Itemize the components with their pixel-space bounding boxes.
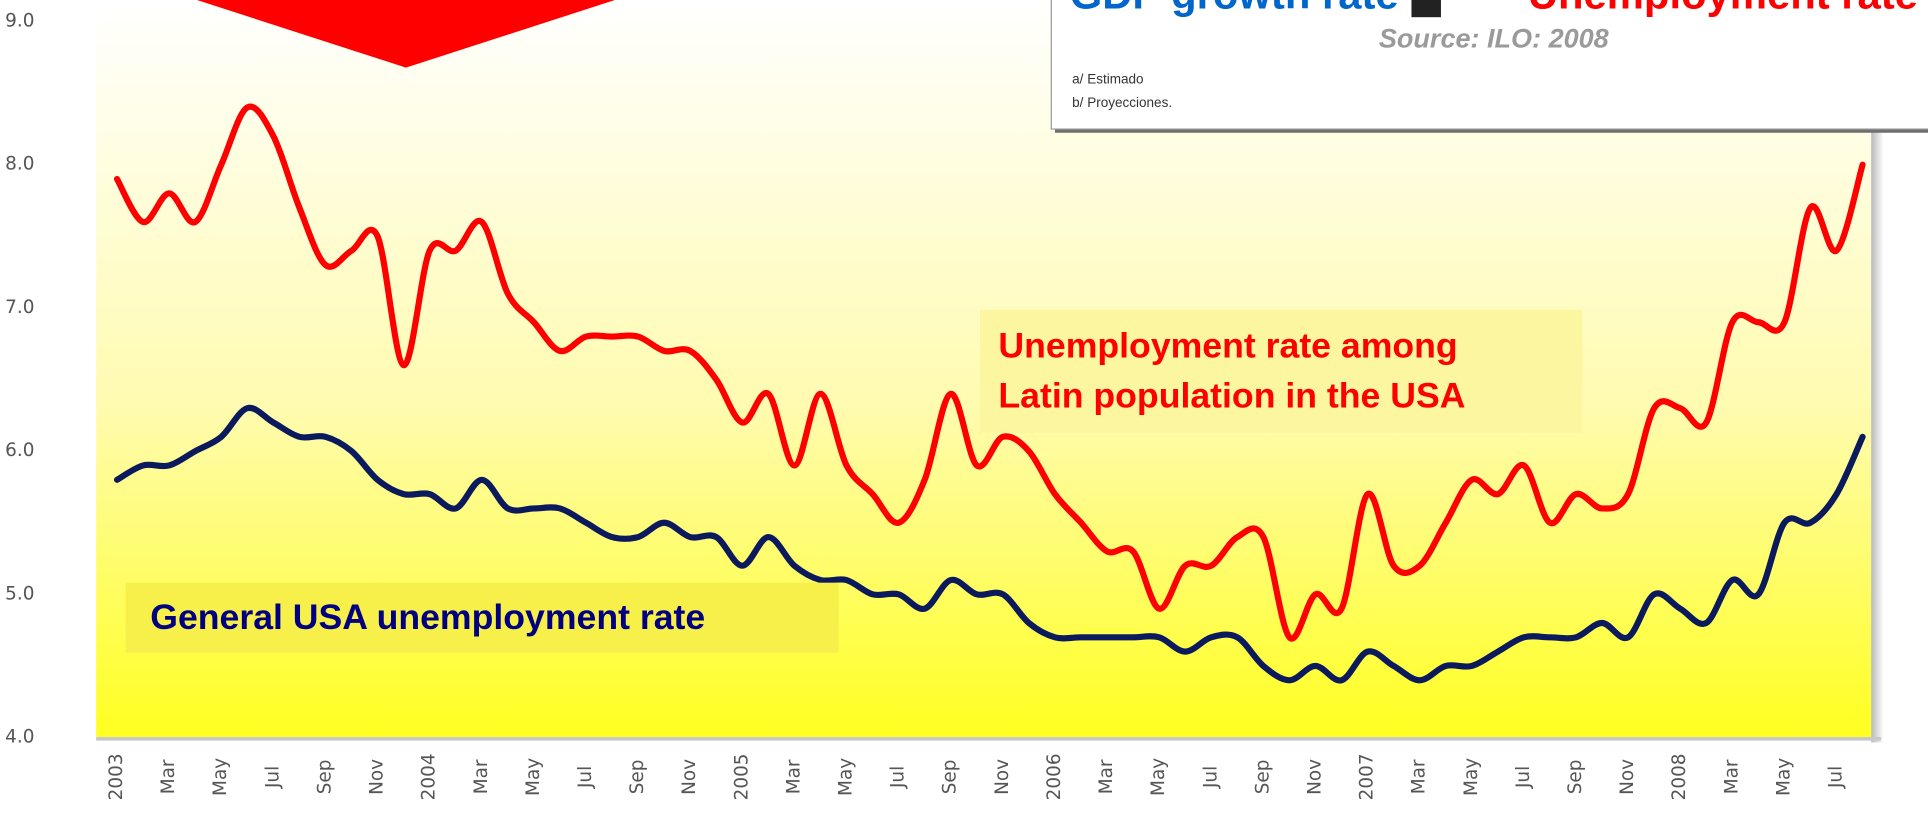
arrow — [196, 0, 615, 68]
x-tick-label: 2008 — [1669, 753, 1690, 800]
y-tick-label: 4.0 — [5, 727, 34, 748]
x-tick-label: Jul — [1200, 766, 1221, 789]
x-tick-label: Sep — [1252, 760, 1273, 795]
title-separator — [1411, 0, 1441, 18]
x-tick-label: Jul — [1513, 766, 1534, 789]
series-label: Unemployment rate among — [998, 325, 1457, 365]
y-tick-label: 8.0 — [5, 154, 34, 175]
series-line — [113, 404, 1866, 684]
x-tick-label: May — [1148, 758, 1169, 796]
x-tick-label: Jul — [888, 766, 909, 789]
x-tick-label: 2006 — [1044, 753, 1065, 800]
x-tick-label: Nov — [679, 759, 700, 795]
x-tick-label: Nov — [1304, 759, 1325, 795]
subtitle: Source: ILO: 2008 — [1379, 24, 1609, 54]
x-tick-label: Sep — [627, 760, 648, 795]
y-tick-label: 6.0 — [5, 440, 34, 461]
x-tick-label: Mar — [1096, 759, 1117, 794]
note: b/ Proyecciones. — [1072, 95, 1172, 110]
x-tick-label: Mar — [783, 759, 804, 794]
x-tick-label: May — [836, 758, 857, 796]
x-tick-label: Nov — [1617, 759, 1638, 795]
annotation-box — [979, 309, 1583, 433]
series-label: General USA unemployment rate — [150, 597, 705, 637]
header-box: GDP growth rate Unemployment rate Source… — [1050, 0, 1928, 133]
title-part: Unemployment rate — [1528, 0, 1918, 18]
x-tick-label: May — [523, 758, 544, 796]
x-tick-label: May — [1461, 758, 1482, 796]
x-tick-label: Nov — [367, 759, 388, 795]
x-tick-label: Nov — [992, 759, 1013, 795]
x-tick-label: May — [1773, 758, 1794, 796]
x-tick-label: Sep — [1565, 760, 1586, 795]
x-tick-label: Jul — [262, 766, 283, 789]
x-tick-label: Sep — [314, 760, 335, 795]
x-tick-label: May — [210, 758, 231, 796]
x-tick-label: 2004 — [419, 753, 440, 800]
x-tick-label: Mar — [471, 759, 492, 794]
x-tick-label: 2007 — [1357, 753, 1378, 800]
x-tick-label: 2003 — [106, 753, 127, 800]
plot-shadow — [1871, 0, 1884, 743]
y-tick-label: 7.0 — [5, 297, 34, 318]
series-label: Latin population in the USA — [998, 376, 1465, 416]
box — [1050, 0, 1928, 130]
x-tick-label: Mar — [1721, 759, 1742, 794]
plot — [113, 103, 1866, 684]
note: a/ Estimado — [1072, 71, 1143, 86]
annotation-box — [125, 582, 839, 653]
x-tick-label: 2005 — [731, 753, 752, 800]
x-tick-label: Mar — [1409, 759, 1430, 794]
title-part: GDP growth rate — [1070, 0, 1399, 18]
x-tick-label: Jul — [1826, 766, 1847, 789]
x-tick-label: Sep — [940, 760, 961, 795]
y-tick-label: 5.0 — [5, 583, 34, 604]
y-tick-label: 9.0 — [5, 11, 34, 32]
x-tick-label: Mar — [158, 759, 179, 794]
x-tick-label: Jul — [575, 766, 596, 789]
series-line — [113, 103, 1866, 642]
